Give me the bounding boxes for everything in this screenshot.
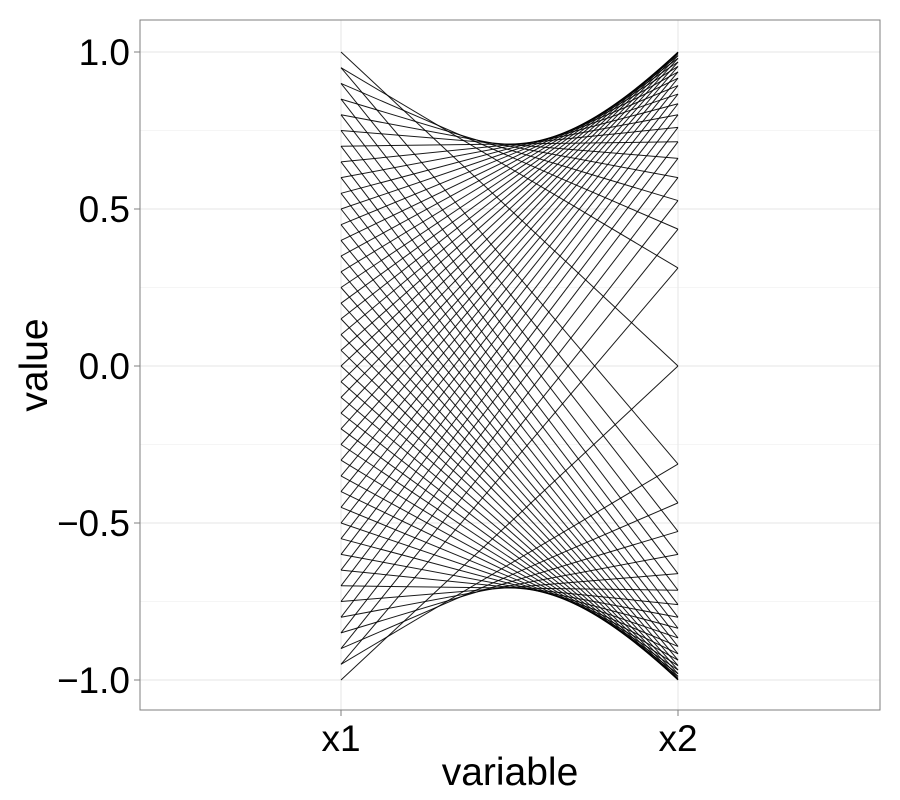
- series-line: [340, 287, 679, 671]
- series-line: [340, 58, 679, 430]
- series-line: [340, 228, 679, 649]
- series-line: [340, 502, 679, 650]
- series-line: [340, 208, 679, 639]
- y-axis-title: value: [13, 318, 56, 411]
- series-line: [340, 85, 679, 226]
- series-line: [340, 126, 679, 163]
- series-line: [340, 224, 679, 647]
- series-line: [340, 192, 679, 629]
- series-line: [340, 240, 679, 655]
- series-line: [340, 161, 679, 605]
- series-line: [340, 145, 679, 591]
- series-line: [340, 103, 679, 194]
- y-tick-label: 0.5: [79, 189, 130, 230]
- series-line: [340, 61, 679, 445]
- series-line: [340, 538, 679, 629]
- series-line: [340, 397, 679, 679]
- minor-grid: [140, 130, 880, 602]
- series-line: [340, 77, 679, 241]
- x-tick-label: x1: [321, 718, 360, 759]
- y-axis: −1.0 −0.5 0.0 0.5 1.0: [57, 32, 140, 701]
- series-line: [340, 177, 679, 618]
- series-line: [340, 66, 679, 461]
- series-line: [340, 51, 679, 367]
- series-line: [340, 127, 679, 571]
- y-tick-label: −1.0: [57, 660, 130, 701]
- series-line: [340, 55, 679, 320]
- plot-panel-border: [139, 19, 881, 711]
- series-line: [340, 318, 679, 677]
- series-lines: [340, 51, 679, 681]
- series-line: [340, 569, 679, 606]
- series-line: [340, 267, 679, 665]
- series-line: [340, 506, 679, 647]
- series-line: [340, 55, 679, 414]
- series-line: [340, 53, 679, 335]
- series-line: [340, 83, 679, 504]
- y-tick-label: 0.0: [79, 346, 130, 387]
- series-line: [340, 158, 679, 602]
- x-axis-title: variable: [442, 751, 579, 794]
- series-line: [340, 67, 679, 465]
- series-line: [340, 585, 679, 591]
- series-line: [340, 93, 679, 210]
- series-line: [340, 53, 679, 398]
- series-line: [340, 103, 679, 540]
- series-line: [340, 255, 679, 661]
- x-tick-label: x2: [658, 718, 697, 759]
- series-line: [340, 93, 679, 524]
- series-line: [340, 52, 679, 351]
- series-line: [340, 67, 679, 269]
- series-line: [340, 412, 679, 677]
- series-line: [340, 381, 679, 680]
- series-line: [340, 85, 679, 508]
- series-line: [340, 77, 679, 492]
- series-line: [340, 530, 679, 634]
- series-line: [340, 334, 679, 679]
- series-line: [340, 271, 679, 666]
- series-line: [340, 141, 679, 587]
- y-tick-label: −0.5: [57, 503, 130, 544]
- series-line: [340, 141, 679, 147]
- series-line: [340, 52, 679, 383]
- series-line: [340, 98, 679, 532]
- y-tick-label: 1.0: [79, 32, 130, 73]
- x-axis: x1 x2: [321, 710, 698, 759]
- series-line: [340, 114, 679, 555]
- series-line: [340, 302, 679, 674]
- series-line: [340, 130, 679, 574]
- series-line: [340, 365, 679, 681]
- series-line: [340, 522, 679, 639]
- series-line: [340, 200, 679, 634]
- series-line: [340, 349, 679, 680]
- series-line: [340, 71, 679, 477]
- series-line: [340, 82, 679, 230]
- series-line: [340, 463, 679, 665]
- series-line: [340, 98, 679, 202]
- series-line: [340, 491, 679, 655]
